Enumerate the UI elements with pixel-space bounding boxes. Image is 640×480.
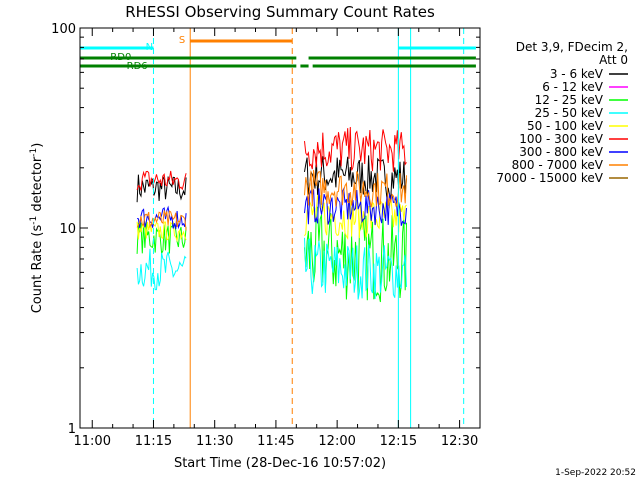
flag-label-RD0: RD0 xyxy=(110,52,131,63)
x-tick-label: 11:30 xyxy=(196,434,233,449)
x-tick-label: 12:15 xyxy=(380,434,417,449)
y-axis-label-sup2: -1 xyxy=(29,148,39,157)
x-tick-label: 11:45 xyxy=(257,434,294,449)
trace-25-50keV xyxy=(304,237,407,300)
chart-title: RHESSI Observing Summary Count Rates xyxy=(125,3,435,21)
x-tick-label: 11:15 xyxy=(135,434,172,449)
x-axis-label: Start Time (28-Dec-16 10:57:02) xyxy=(174,456,386,471)
data-layer xyxy=(136,126,407,303)
trace-800-7000keV xyxy=(304,169,407,208)
trace-50-100keV xyxy=(304,194,407,241)
y-axis-label-main: Count Rate (s xyxy=(30,225,45,314)
footer-date: 1-Sep-2022 20:52 xyxy=(555,468,636,478)
legend-entry-label: 300 - 800 keV xyxy=(519,145,603,159)
legend-entry-label: 3 - 6 keV xyxy=(550,67,604,81)
y-tick-label: 100 xyxy=(51,22,76,37)
trace-3-6keV xyxy=(136,174,187,203)
y-axis-label: Count Rate (s-1 detector-1) xyxy=(29,143,45,314)
flag-label-RD6: RD6 xyxy=(127,61,148,72)
legend-header-line1: Det 3,9, FDecim 2, xyxy=(516,40,628,54)
legend-entry-label: 100 - 300 keV xyxy=(519,132,603,146)
trace-300-800keV xyxy=(304,187,407,226)
y-axis-label-end: ) xyxy=(30,143,45,148)
trace-12-25keV xyxy=(304,206,407,303)
legend-entry-label: 800 - 7000 keV xyxy=(512,158,604,172)
x-tick-label: 11:00 xyxy=(74,434,111,449)
legend-entry-label: 50 - 100 keV xyxy=(527,119,604,133)
y-axis-label-mid: detector xyxy=(30,156,45,216)
x-tick-label: 12:30 xyxy=(441,434,478,449)
y-tick-label: 1 xyxy=(68,422,76,437)
trace-50-100keV xyxy=(136,220,187,243)
flag-label-S: S xyxy=(179,35,185,46)
legend-entry-label: 7000 - 15000 keV xyxy=(496,171,603,185)
axis-ticks: 11:00 11:15 11:30 11:45 12:00 12:15 12:30 1 10 10… xyxy=(51,22,481,449)
x-tick-label: 12:00 xyxy=(318,434,355,449)
y-axis-label-sup1: -1 xyxy=(29,216,39,225)
y-tick-label: 10 xyxy=(59,222,76,237)
flag-label-N: N xyxy=(146,42,153,53)
legend-entry-label: 12 - 25 keV xyxy=(535,93,604,107)
trace-100-300keV xyxy=(304,126,407,172)
legend-entry-label: 6 - 12 keV xyxy=(542,80,604,94)
trace-25-50keV xyxy=(136,248,187,291)
trace-100-300keV xyxy=(136,170,187,191)
legend-header-line2: Att 0 xyxy=(599,53,628,67)
legend-entry-label: 25 - 50 keV xyxy=(535,106,604,120)
trace-800-7000keV xyxy=(136,210,187,231)
